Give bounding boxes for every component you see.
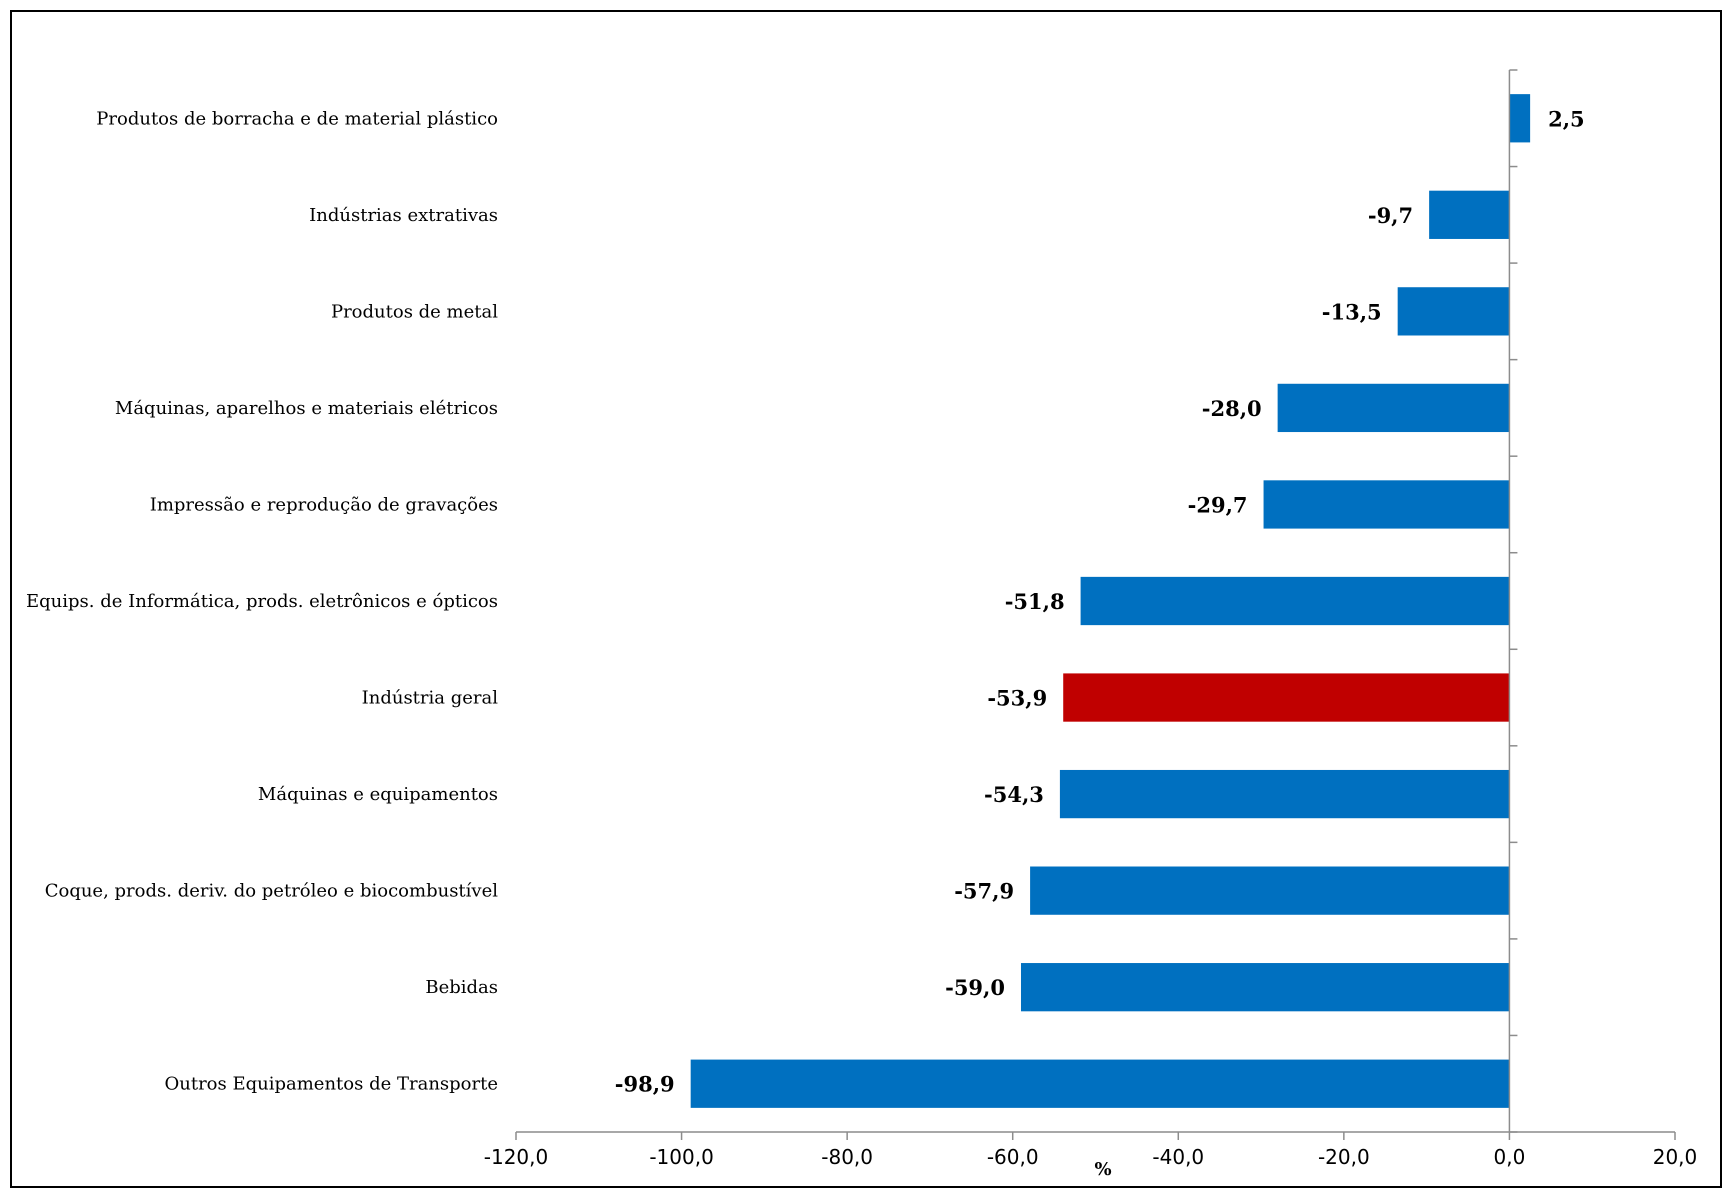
value-axis-tick-label-5: -20,0 — [1318, 1145, 1370, 1169]
category-label-6: Indústria geral — [362, 688, 499, 709]
x-axis-unit-label: % — [1094, 1159, 1111, 1180]
value-axis-tick-label-0: -120,0 — [484, 1145, 548, 1169]
category-label-2: Produtos de metal — [331, 301, 498, 322]
category-label-5: Equips. de Informática, prods. eletrônic… — [26, 591, 498, 612]
value-label-2: -13,5 — [1322, 299, 1382, 324]
axes-group: -120,0 -100,0 -80,0 -60,0 -40,0 -20,0 0,0 20,0 — [484, 69, 1698, 1169]
category-label-4: Impressão e reprodução de gravações — [150, 494, 498, 515]
bar-0 — [1509, 94, 1531, 143]
value-axis-tick-label-4: -40,0 — [1152, 1145, 1204, 1169]
value-label-0: 2,5 — [1548, 106, 1585, 131]
category-label-10: Outros Equipamentos de Transporte — [164, 1074, 498, 1095]
value-axis-tick-label-2: -80,0 — [821, 1145, 873, 1169]
value-label-5: -51,8 — [1005, 589, 1065, 614]
value-labels: 2,5 -9,7 -13,5 -28,0 -29,7 -51,8 -53,9 -54,3 -57… — [615, 106, 1585, 1096]
value-label-9: -59,0 — [945, 975, 1005, 1000]
bar-9 — [1020, 963, 1510, 1012]
category-label-1: Indústrias extrativas — [309, 205, 498, 226]
category-label-3: Máquinas, aparelhos e materiais elétrico… — [115, 398, 498, 419]
value-label-1: -9,7 — [1368, 203, 1413, 228]
bar-6 — [1063, 673, 1510, 722]
bar-4 — [1263, 480, 1510, 529]
bars-group — [690, 94, 1531, 1108]
value-label-8: -57,9 — [954, 879, 1014, 904]
value-label-3: -28,0 — [1202, 396, 1262, 421]
value-label-4: -29,7 — [1188, 492, 1248, 517]
category-label-0: Produtos de borracha e de material plást… — [96, 108, 498, 129]
bar-1 — [1429, 190, 1510, 239]
value-label-10: -98,9 — [615, 1072, 675, 1097]
category-labels: Produtos de borracha e de material plást… — [26, 108, 498, 1094]
value-label-7: -54,3 — [984, 782, 1044, 807]
value-axis-tick-label-3: -60,0 — [987, 1145, 1039, 1169]
value-axis-tick-label-6: 0,0 — [1494, 1145, 1526, 1169]
value-axis-tick-label-7: 20,0 — [1653, 1145, 1698, 1169]
value-label-6: -53,9 — [987, 686, 1047, 711]
bar-5 — [1080, 576, 1510, 626]
category-label-8: Coque, prods. deriv. do petróleo e bioco… — [45, 881, 499, 902]
value-axis-tick-label-1: -100,0 — [649, 1145, 713, 1169]
category-label-7: Máquinas e equipamentos — [258, 784, 498, 805]
bar-8 — [1030, 866, 1510, 915]
bar-10 — [690, 1059, 1510, 1108]
bar-7 — [1059, 769, 1510, 819]
bar-3 — [1277, 383, 1510, 433]
bar-2 — [1397, 287, 1510, 336]
category-label-9: Bebidas — [425, 977, 498, 998]
